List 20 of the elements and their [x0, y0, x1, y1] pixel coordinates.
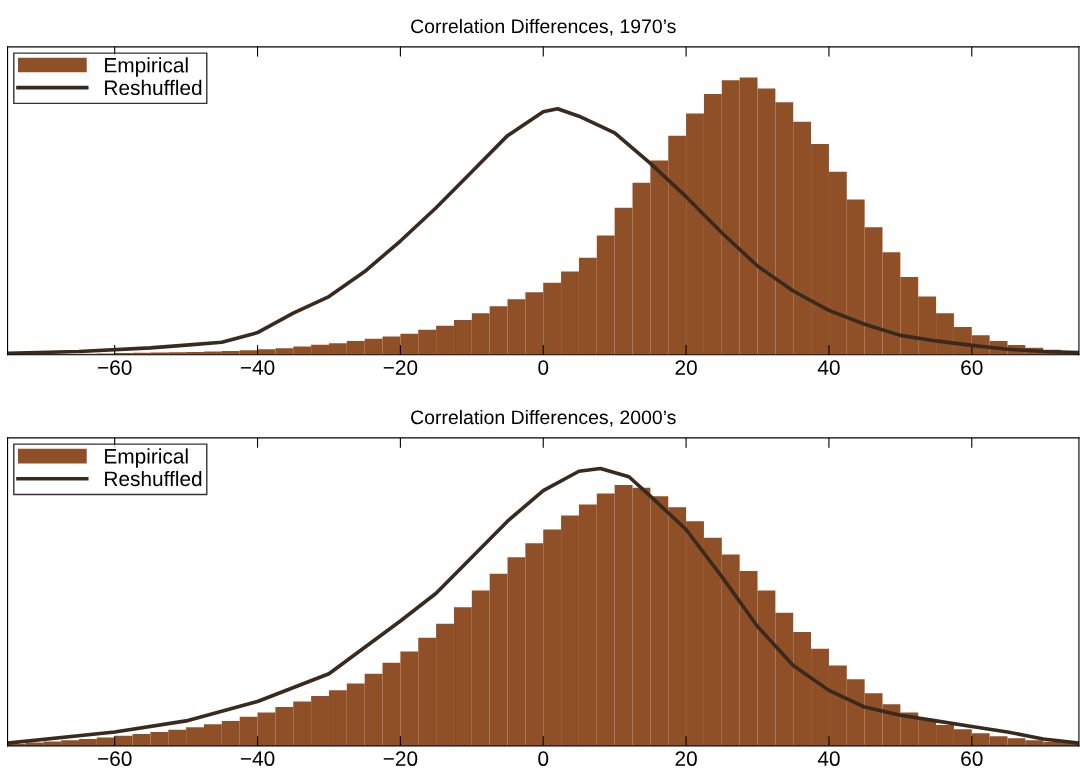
x-tick-label: 0 [538, 751, 549, 767]
legend-label: Reshuffled [105, 470, 202, 487]
x-tick-label: 60 [961, 360, 983, 375]
x-tick-label: −20 [383, 360, 418, 375]
x-tick-label: 60 [961, 751, 983, 767]
x-tick-label: 40 [817, 751, 840, 767]
legend-label: Reshuffled [105, 79, 202, 96]
x-tick-label: −40 [240, 751, 275, 767]
chart-title: Correlation Differences, 1970’s [411, 18, 676, 36]
legend-label: Empirical [105, 57, 188, 77]
x-tick-label: −60 [98, 751, 132, 767]
x-tick-label: −40 [240, 360, 275, 375]
chart-title: Correlation Differences, 2000’s [411, 409, 676, 427]
x-tick-label: 40 [817, 360, 840, 375]
x-tick-label: 20 [675, 360, 697, 375]
x-tick-label: −60 [98, 360, 132, 375]
legend-label: Empirical [105, 448, 188, 468]
x-tick-label: 0 [538, 360, 549, 375]
x-tick-label: 20 [675, 751, 697, 767]
x-tick-label: −20 [383, 751, 418, 767]
